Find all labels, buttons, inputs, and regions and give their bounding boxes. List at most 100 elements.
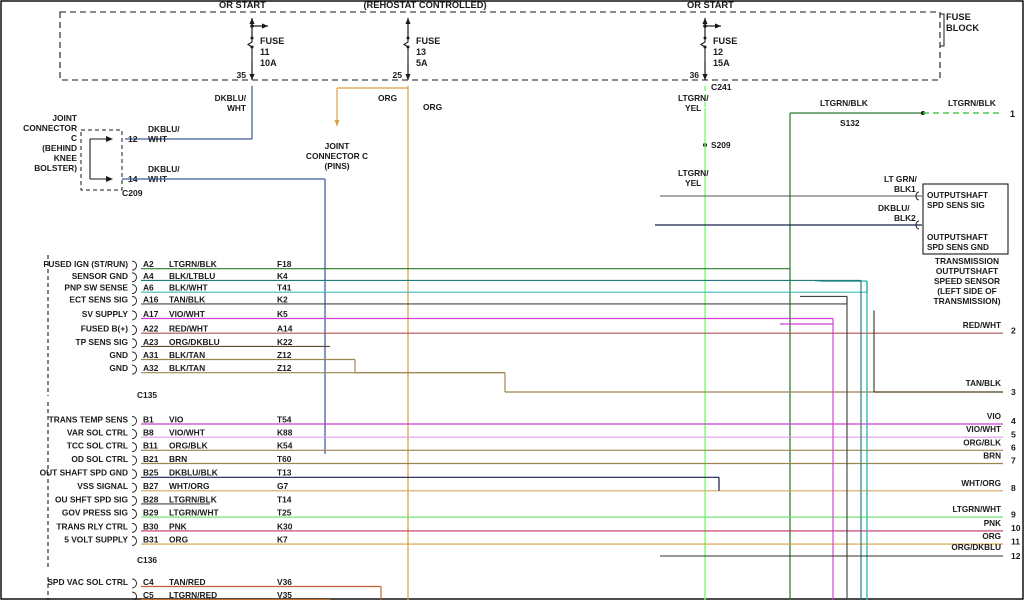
svg-text:C209: C209 (122, 188, 143, 198)
svg-text:TRANSMISSION): TRANSMISSION) (934, 296, 1001, 306)
svg-text:A14: A14 (277, 324, 293, 334)
svg-text:4: 4 (1011, 416, 1016, 426)
svg-text:ORG/DKBLU: ORG/DKBLU (169, 337, 220, 347)
svg-text:A6: A6 (143, 283, 154, 293)
svg-text:LTGRN/BLK: LTGRN/BLK (169, 259, 217, 269)
svg-text:K88: K88 (277, 428, 293, 438)
svg-text:CONNECTOR: CONNECTOR (23, 123, 77, 133)
svg-text:LTGRN/WHT: LTGRN/WHT (952, 505, 1001, 514)
svg-text:C5: C5 (143, 590, 154, 600)
svg-text:S132: S132 (840, 118, 860, 128)
svg-text:LTGRN/BLK: LTGRN/BLK (820, 98, 868, 108)
svg-text:TP SENS SIG: TP SENS SIG (76, 337, 128, 347)
svg-text:RED/WHT: RED/WHT (169, 324, 209, 334)
svg-text:DKBLU/: DKBLU/ (148, 164, 180, 174)
svg-text:LTGRN/: LTGRN/ (678, 93, 709, 103)
svg-text:10: 10 (1011, 523, 1021, 533)
svg-text:BRN: BRN (169, 454, 187, 464)
svg-text:T13: T13 (277, 468, 292, 478)
svg-text:PNK: PNK (169, 521, 187, 531)
svg-text:(REHOSTAT CONTROLLED): (REHOSTAT CONTROLLED) (363, 0, 486, 10)
svg-text:WHT: WHT (227, 103, 246, 113)
svg-text:BLK/TAN: BLK/TAN (169, 350, 205, 360)
svg-text:A17: A17 (143, 309, 159, 319)
svg-text:(BEHIND: (BEHIND (42, 143, 77, 153)
svg-text:A22: A22 (143, 324, 159, 334)
svg-text:FUSE: FUSE (713, 36, 737, 46)
svg-text:LTGRN/BLK: LTGRN/BLK (948, 98, 996, 108)
svg-text:JOINT: JOINT (52, 113, 78, 123)
svg-text:PNK: PNK (984, 519, 1001, 528)
svg-text:VSS SIGNAL: VSS SIGNAL (77, 481, 128, 491)
svg-text:BLK/TAN: BLK/TAN (169, 363, 205, 373)
svg-text:GND: GND (109, 350, 128, 360)
svg-text:B30: B30 (143, 521, 159, 531)
svg-text:OUTPUTSHAFT: OUTPUTSHAFT (927, 233, 988, 242)
svg-text:11: 11 (260, 47, 270, 57)
svg-text:36: 36 (689, 70, 699, 80)
svg-text:A16: A16 (143, 294, 159, 304)
svg-text:GOV PRESS SIG: GOV PRESS SIG (62, 508, 128, 518)
svg-text:13: 13 (416, 47, 426, 57)
svg-text:SPD SENS SIG: SPD SENS SIG (927, 201, 985, 210)
svg-text:LTGRN/WHT: LTGRN/WHT (169, 508, 219, 518)
svg-text:(PINS): (PINS) (324, 161, 349, 171)
svg-text:K54: K54 (277, 441, 293, 451)
svg-text:T25: T25 (277, 508, 292, 518)
svg-text:T14: T14 (277, 494, 292, 504)
svg-text:OUT SHAFT SPD GND: OUT SHAFT SPD GND (40, 468, 128, 478)
svg-text:SPEED SENSOR: SPEED SENSOR (934, 276, 1000, 286)
svg-text:BLK/LTBLU: BLK/LTBLU (169, 271, 215, 281)
svg-text:B11: B11 (143, 441, 158, 451)
svg-text:11: 11 (1011, 536, 1020, 546)
svg-text:ORG: ORG (378, 93, 397, 103)
svg-text:BOLSTER): BOLSTER) (34, 163, 77, 173)
svg-text:9: 9 (1011, 509, 1016, 519)
svg-text:WHT/ORG: WHT/ORG (961, 479, 1001, 488)
svg-text:ORG: ORG (423, 102, 442, 112)
svg-text:TRANS RLY CTRL: TRANS RLY CTRL (56, 521, 128, 531)
svg-text:CONNECTOR C: CONNECTOR C (306, 151, 368, 161)
svg-text:K4: K4 (277, 271, 288, 281)
svg-text:BLK: BLK (894, 213, 911, 223)
svg-text:C135: C135 (137, 390, 157, 400)
svg-text:ORG: ORG (169, 535, 188, 545)
svg-text:C4: C4 (143, 577, 154, 587)
svg-text:G7: G7 (277, 481, 289, 491)
svg-text:B21: B21 (143, 454, 159, 464)
svg-text:A32: A32 (143, 363, 159, 373)
svg-text:SPD VAC SOL CTRL: SPD VAC SOL CTRL (47, 577, 128, 587)
svg-text:TAN/RED: TAN/RED (169, 577, 206, 587)
svg-text:5A: 5A (416, 58, 428, 68)
svg-text:DKBLU/: DKBLU/ (215, 93, 247, 103)
svg-text:6: 6 (1011, 443, 1016, 453)
svg-text:VIO/WHT: VIO/WHT (966, 425, 1001, 434)
svg-text:12: 12 (1011, 551, 1021, 561)
svg-text:PNP SW SENSE: PNP SW SENSE (64, 283, 128, 293)
svg-text:B27: B27 (143, 481, 159, 491)
svg-text:RED/WHT: RED/WHT (963, 321, 1001, 330)
svg-text:YEL: YEL (685, 178, 701, 188)
svg-text:ECT SENS SIG: ECT SENS SIG (69, 294, 128, 304)
svg-text:ORG: ORG (982, 532, 1001, 541)
svg-text:OR START: OR START (687, 0, 734, 10)
svg-text:2: 2 (1011, 325, 1016, 335)
svg-text:K2: K2 (277, 294, 288, 304)
svg-text:10A: 10A (260, 58, 277, 68)
svg-text:YEL: YEL (685, 103, 701, 113)
svg-text:F18: F18 (277, 259, 292, 269)
svg-text:OUTPUTSHAFT: OUTPUTSHAFT (936, 266, 999, 276)
svg-text:BLK: BLK (894, 184, 911, 194)
svg-text:Z12: Z12 (277, 350, 292, 360)
svg-text:T60: T60 (277, 454, 292, 464)
svg-text:VIO/WHT: VIO/WHT (169, 309, 206, 319)
svg-text:S209: S209 (711, 140, 731, 150)
svg-text:SV SUPPLY: SV SUPPLY (82, 309, 129, 319)
svg-text:OUTPUTSHAFT: OUTPUTSHAFT (927, 191, 988, 200)
svg-text:OU SHFT SPD SIG: OU SHFT SPD SIG (55, 494, 128, 504)
svg-text:ORG/BLK: ORG/BLK (169, 441, 208, 451)
svg-text:25: 25 (392, 70, 402, 80)
svg-text:OR START: OR START (219, 0, 266, 10)
svg-text:2: 2 (911, 213, 916, 223)
svg-text:C: C (71, 133, 77, 143)
